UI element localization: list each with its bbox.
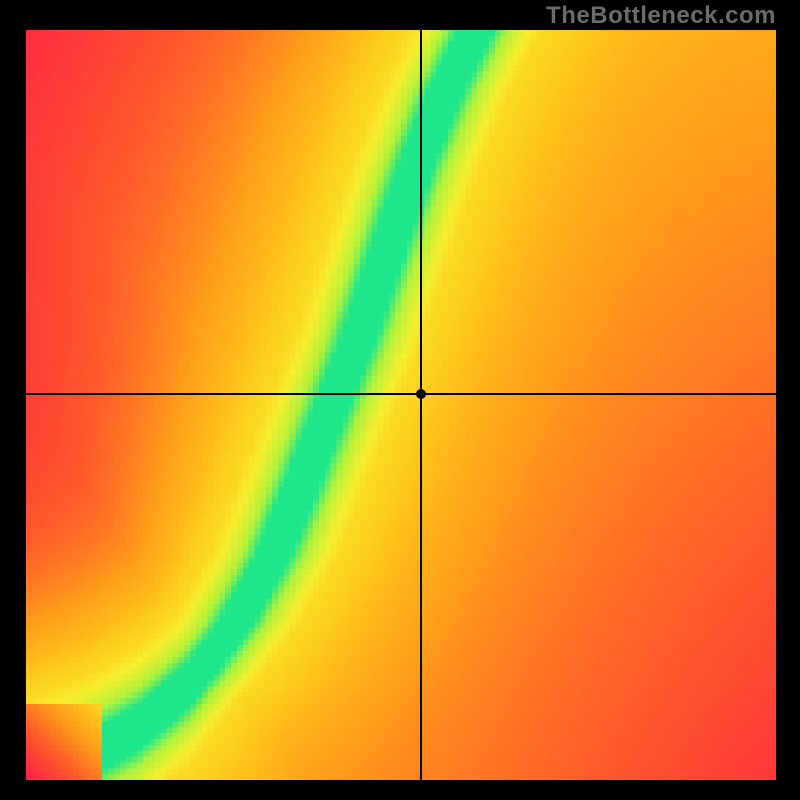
crosshair-horizontal <box>26 393 776 395</box>
crosshair-dot <box>416 389 426 399</box>
heatmap-canvas <box>26 30 776 780</box>
heatmap-plot <box>26 30 776 780</box>
watermark-text: TheBottleneck.com <box>546 2 776 30</box>
chart-container: TheBottleneck.com <box>0 0 800 800</box>
crosshair-vertical <box>420 30 422 780</box>
